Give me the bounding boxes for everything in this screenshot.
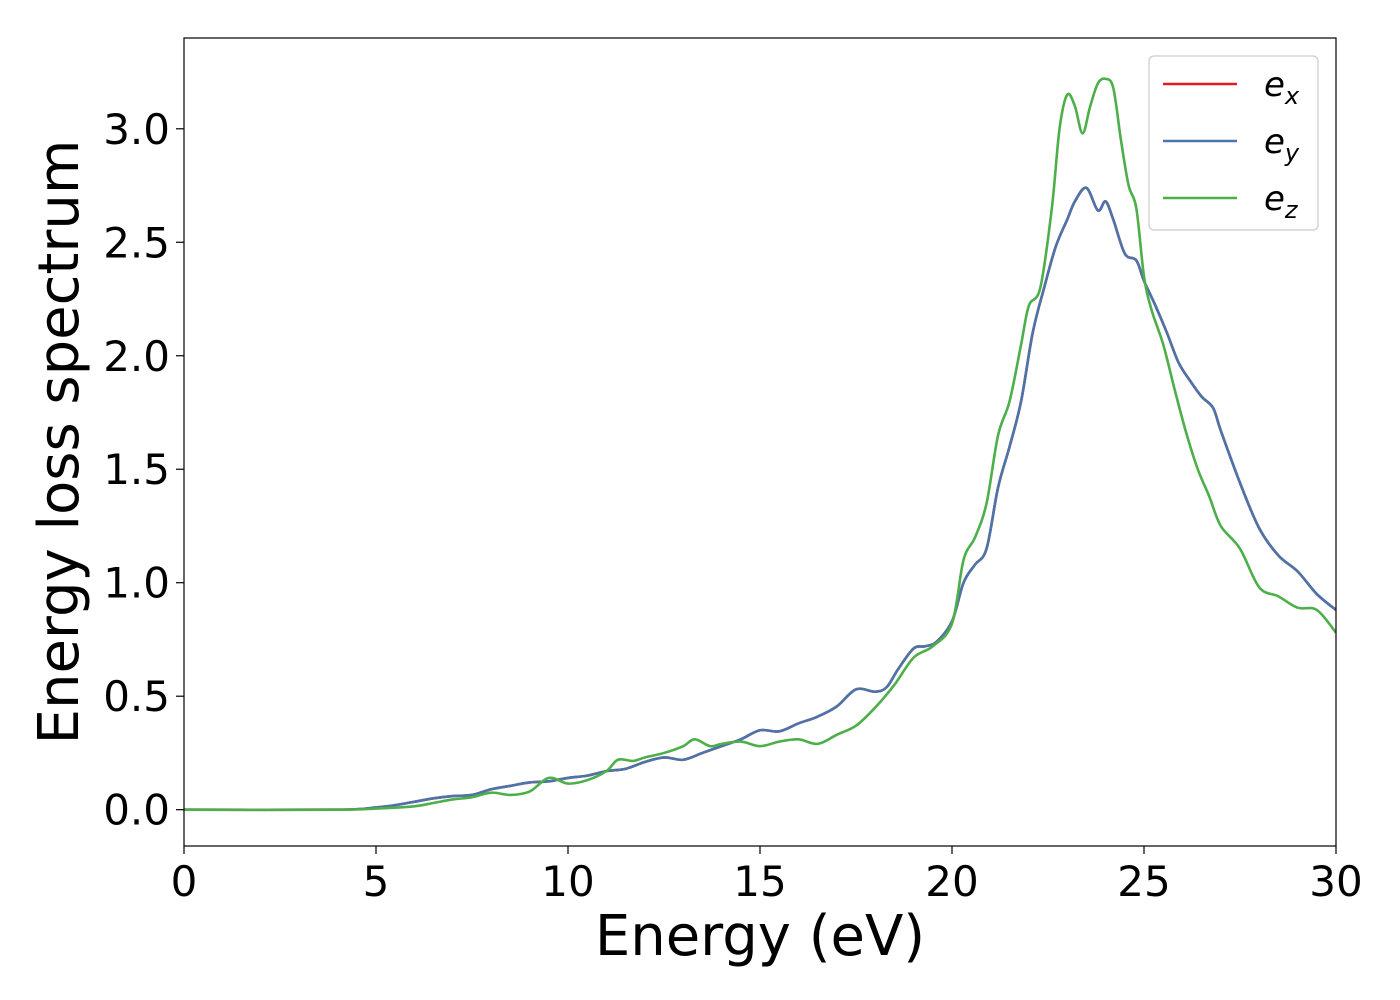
x-tick-label: 10	[541, 857, 594, 906]
y-tick-label: 0.5	[103, 672, 170, 721]
y-tick-label: 2.0	[103, 332, 170, 381]
legend-label-z: ez	[1264, 179, 1299, 224]
y-tick-label: 2.5	[103, 218, 170, 267]
x-axis-title: Energy (eV)	[595, 904, 925, 969]
x-tick-label: 25	[1117, 857, 1170, 906]
legend: ex ey ez	[1148, 55, 1319, 231]
x-axis: 0 5 10 15 20 25 30	[171, 846, 1363, 906]
x-tick-label: 20	[925, 857, 978, 906]
y-axis: 0.0 0.5 1.0 1.5 2.0 2.5 3.0	[103, 105, 184, 835]
series-layer	[184, 77, 1336, 812]
x-tick-label: 0	[171, 857, 198, 906]
y-tick-label: 0.0	[103, 786, 170, 835]
legend-label-y: ey	[1264, 122, 1300, 167]
legend-box	[1148, 55, 1319, 231]
x-tick-label: 30	[1309, 857, 1362, 906]
y-tick-label: 3.0	[103, 105, 170, 154]
series-line-y	[184, 186, 1336, 812]
y-tick-label: 1.0	[103, 559, 170, 608]
x-tick-label: 5	[363, 857, 390, 906]
legend-label-x: ex	[1264, 65, 1300, 110]
y-tick-label: 1.5	[103, 445, 170, 494]
y-axis-title: Energy loss spectrum	[27, 140, 92, 745]
x-tick-label: 15	[733, 857, 786, 906]
series-line-z	[184, 77, 1336, 812]
